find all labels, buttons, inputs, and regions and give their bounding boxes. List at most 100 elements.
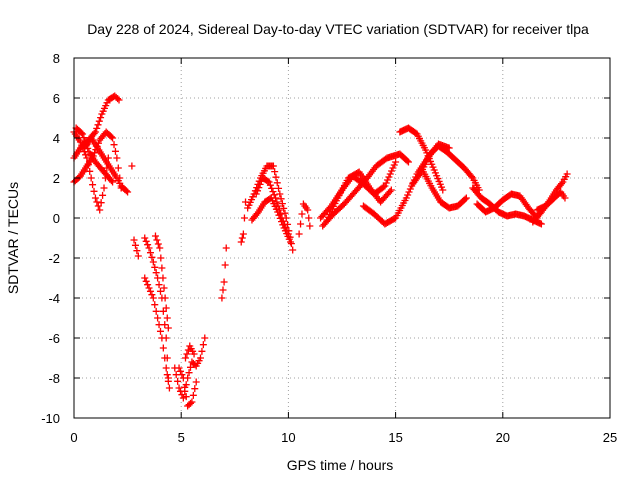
- data-point: [181, 383, 189, 391]
- data-point: [152, 269, 160, 277]
- data-point: [182, 393, 190, 401]
- data-point: [289, 246, 297, 254]
- series-sat-n: [218, 244, 230, 302]
- data-point: [380, 183, 388, 191]
- data-point: [403, 157, 411, 165]
- data-point: [183, 350, 191, 358]
- series-sat-b: [70, 128, 125, 192]
- data-point: [185, 369, 193, 377]
- data-point: [111, 147, 119, 155]
- data-point: [154, 314, 162, 322]
- data-point: [219, 286, 227, 294]
- data-point: [268, 184, 276, 192]
- data-point: [439, 186, 447, 194]
- data-point: [151, 263, 159, 271]
- data-point: [273, 179, 281, 187]
- x-tick-label: 5: [178, 430, 185, 445]
- data-point: [86, 167, 94, 175]
- data-point: [388, 167, 396, 175]
- y-tick-label: -8: [48, 371, 60, 386]
- data-point: [91, 128, 99, 136]
- data-point: [240, 214, 248, 222]
- data-point: [175, 384, 183, 392]
- data-point: [146, 287, 154, 295]
- data-point: [115, 96, 123, 104]
- x-tick-label: 10: [281, 430, 295, 445]
- data-point: [87, 174, 95, 182]
- data-point: [405, 188, 413, 196]
- data-point: [145, 284, 153, 292]
- data-point: [142, 277, 150, 285]
- data-point: [188, 398, 196, 406]
- data-point: [297, 220, 305, 228]
- x-tick-label: 15: [388, 430, 402, 445]
- data-point: [256, 180, 264, 188]
- data-point: [162, 304, 170, 312]
- data-point: [196, 354, 204, 362]
- series-sat-f: [128, 162, 136, 170]
- data-point: [275, 184, 283, 192]
- data-point: [404, 191, 412, 199]
- series-sat-s: [295, 200, 314, 238]
- data-point: [154, 240, 162, 248]
- data-point: [305, 214, 313, 222]
- data-point: [190, 350, 198, 358]
- data-point: [82, 141, 90, 149]
- data-point: [384, 176, 392, 184]
- data-point: [270, 191, 278, 199]
- data-point: [156, 287, 164, 295]
- data-point: [94, 121, 102, 129]
- data-point: [90, 129, 98, 137]
- data-point: [382, 179, 390, 187]
- x-tick-label: 20: [496, 430, 510, 445]
- data-point: [159, 274, 167, 282]
- data-point: [274, 202, 282, 210]
- data-point: [386, 170, 394, 178]
- data-point: [287, 238, 295, 246]
- data-point: [278, 214, 286, 222]
- series-sat-q: [248, 194, 295, 246]
- grid: [74, 58, 610, 418]
- data-point: [284, 230, 292, 238]
- data-point: [157, 254, 165, 262]
- data-point: [271, 168, 279, 176]
- data-point: [144, 241, 152, 249]
- data-point: [298, 210, 306, 218]
- data-point: [198, 347, 206, 355]
- data-point: [158, 264, 166, 272]
- data-point: [114, 95, 122, 103]
- y-axis-ticks: -10 -8 -6 -4 -2 0 2 4 6 8: [41, 51, 610, 426]
- data-point: [272, 173, 280, 181]
- data-point: [124, 188, 132, 196]
- data-point: [264, 177, 272, 185]
- data-point: [179, 374, 187, 382]
- data-point: [148, 291, 156, 299]
- data-point: [237, 238, 245, 246]
- data-point: [537, 220, 545, 228]
- data-point: [160, 284, 168, 292]
- data-point: [287, 240, 295, 248]
- data-point: [266, 181, 274, 189]
- data-point: [155, 321, 163, 329]
- data-point: [278, 200, 286, 208]
- data-point: [563, 170, 571, 178]
- data-point: [406, 185, 414, 193]
- data-point: [176, 367, 184, 375]
- y-tick-label: -2: [48, 251, 60, 266]
- y-tick-label: -6: [48, 331, 60, 346]
- data-point: [109, 178, 117, 186]
- data-point: [277, 195, 285, 203]
- data-point: [282, 224, 290, 232]
- data-point: [163, 314, 171, 322]
- data-point: [141, 274, 149, 282]
- data-point: [191, 385, 199, 393]
- y-tick-label: 6: [53, 91, 60, 106]
- data-point: [163, 371, 171, 379]
- data-point: [164, 377, 172, 385]
- data-point: [272, 194, 280, 202]
- series-sat-z: [419, 168, 470, 212]
- data-point: [128, 162, 136, 170]
- x-axis-label: GPS time / hours: [287, 457, 394, 473]
- y-tick-label: 2: [53, 171, 60, 186]
- data-point: [144, 281, 152, 289]
